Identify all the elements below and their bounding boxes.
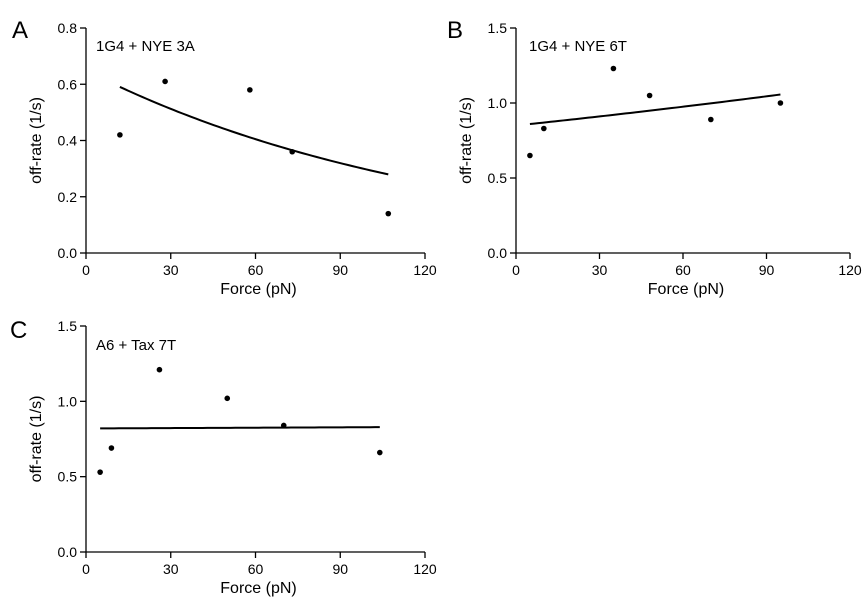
data-point xyxy=(156,366,163,373)
panel-annotation: 1G4 + NYE 6T xyxy=(529,38,627,55)
data-point xyxy=(117,132,123,138)
x-tick-label: 120 xyxy=(413,561,437,577)
x-tick-label: 30 xyxy=(163,561,179,577)
y-tick-label: 0.8 xyxy=(58,20,78,36)
y-axis-title: off-rate (1/s) xyxy=(458,97,475,184)
data-point xyxy=(247,87,253,93)
x-tick-label: 0 xyxy=(82,262,90,278)
data-point xyxy=(289,148,296,155)
data-point xyxy=(162,78,168,85)
data-point xyxy=(527,152,533,159)
panel-letter: A xyxy=(12,17,28,44)
y-tick-label: 1.0 xyxy=(488,95,508,111)
x-axis-title: Force (pN) xyxy=(648,281,724,298)
y-tick-label: 0.6 xyxy=(58,76,78,92)
x-tick-label: 60 xyxy=(675,262,691,278)
y-tick-label: 1.0 xyxy=(58,393,78,409)
data-point xyxy=(108,445,115,451)
x-tick-label: 120 xyxy=(413,262,437,278)
data-point xyxy=(385,210,392,217)
x-tick-label: 90 xyxy=(332,262,348,278)
chart-panel-a: A 0 30 60 90 120 0.0 0.2 0.4 0.6 0.8 Force (pN) off-… xyxy=(12,17,437,298)
panel-letter: C xyxy=(10,317,27,344)
chart-panel-c: C 0 30 60 90 120 0.0 0.5 1.0 1.5 Force (pN) off-rat… xyxy=(10,317,437,597)
data-point xyxy=(541,125,547,132)
y-tick-label: 0.0 xyxy=(58,544,78,560)
data-point xyxy=(280,422,287,429)
y-tick-label: 0.4 xyxy=(58,133,78,149)
fit-line xyxy=(100,426,380,430)
panel-annotation: A6 + Tax 7T xyxy=(96,337,176,354)
y-tick-label: 1.5 xyxy=(488,20,508,36)
panel-annotation: 1G4 + NYE 3A xyxy=(96,38,195,55)
x-tick-label: 90 xyxy=(332,561,348,577)
y-tick-label: 0.5 xyxy=(58,469,78,485)
x-tick-label: 30 xyxy=(163,262,179,278)
data-point xyxy=(224,395,231,402)
data-point xyxy=(708,116,714,123)
x-tick-label: 0 xyxy=(512,262,520,278)
chart-panel-b: B 0 30 60 90 120 0.0 0.5 1.0 1.5 Force (pN) off-rat… xyxy=(447,17,862,298)
y-axis-title: off-rate (1/s) xyxy=(28,396,45,483)
y-tick-label: 0.0 xyxy=(58,245,78,261)
x-tick-label: 60 xyxy=(248,262,264,278)
x-tick-label: 120 xyxy=(838,262,862,278)
x-axis-title: Force (pN) xyxy=(220,580,296,597)
x-axis-title: Force (pN) xyxy=(220,281,296,298)
y-tick-label: 0.5 xyxy=(488,170,508,186)
y-tick-label: 1.5 xyxy=(58,318,78,334)
y-tick-label: 0.0 xyxy=(488,245,508,261)
data-point xyxy=(377,449,383,456)
fit-line xyxy=(529,93,781,126)
panel-letter: B xyxy=(447,17,463,44)
data-point xyxy=(646,92,653,99)
y-tick-label: 0.2 xyxy=(58,189,78,205)
y-axis-title: off-rate (1/s) xyxy=(28,97,45,184)
x-tick-label: 0 xyxy=(82,561,90,577)
x-tick-label: 30 xyxy=(592,262,608,278)
data-point xyxy=(610,65,617,72)
x-tick-label: 90 xyxy=(759,262,775,278)
data-point xyxy=(97,469,103,475)
data-point xyxy=(777,100,784,106)
x-tick-label: 60 xyxy=(248,561,264,577)
fit-line xyxy=(119,86,389,176)
